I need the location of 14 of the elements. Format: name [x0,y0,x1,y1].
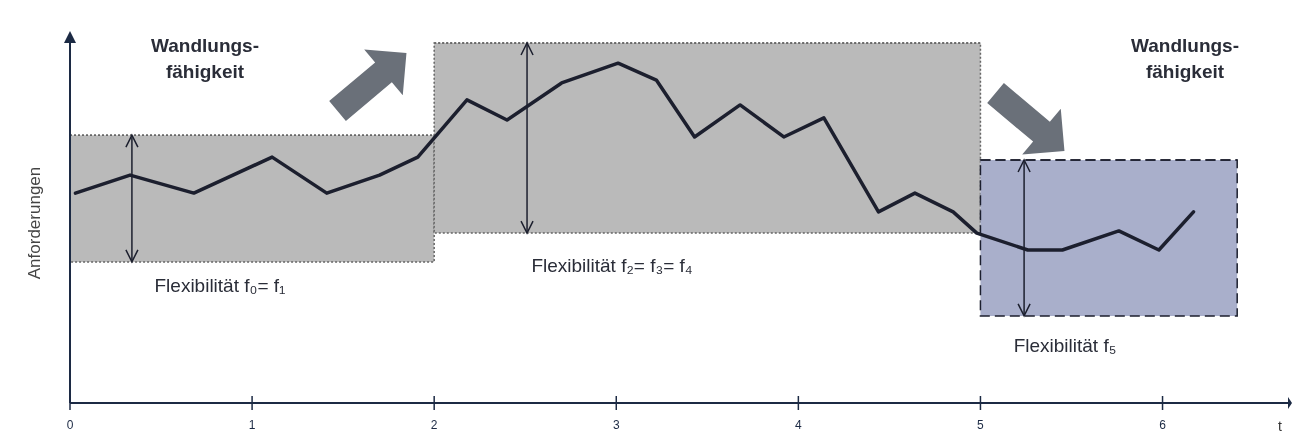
y-axis-title: Anforderungen [25,166,44,280]
x-tick-label: 4 [795,418,803,432]
annotation: Flexibilität f₀= f₁ [154,275,286,296]
x-tick-label: 6 [1159,418,1167,432]
annotation: Flexibilität f₂= f₃= f₄ [531,255,693,276]
x-axis-title: t [1278,418,1283,434]
x-tick-label: 0 [66,418,74,432]
annotation: Wandlungs- fähigkeit [1131,35,1239,82]
x-tick-label: 3 [612,418,620,432]
annotation: Wandlungs- fähigkeit [151,35,259,82]
x-tick-label: 5 [977,418,985,432]
annotation: Flexibilität f₅ [1013,335,1117,356]
x-tick-label: 1 [248,418,256,432]
x-tick-label: 2 [430,418,438,432]
